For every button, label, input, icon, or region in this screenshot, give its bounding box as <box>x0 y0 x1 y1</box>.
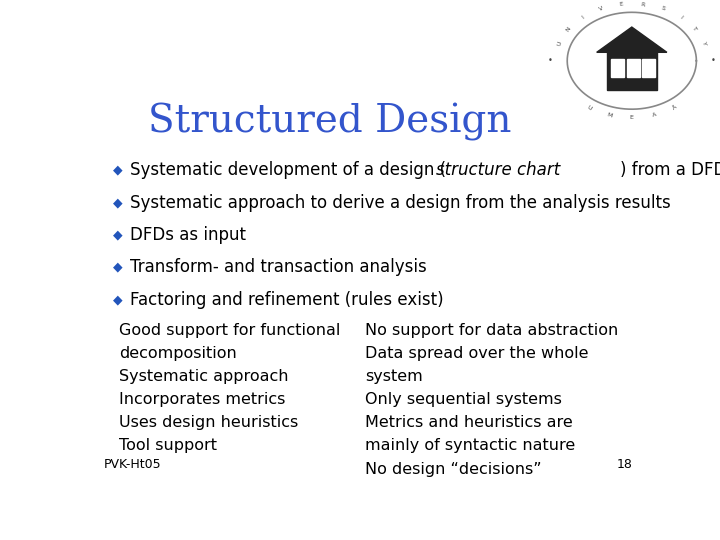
Text: structure chart: structure chart <box>436 161 560 179</box>
Text: 18: 18 <box>616 458 632 471</box>
Text: N: N <box>565 26 572 32</box>
Text: No support for data abstraction: No support for data abstraction <box>365 323 618 338</box>
Text: ◆: ◆ <box>113 196 123 209</box>
Text: Systematic approach: Systematic approach <box>120 369 289 384</box>
Text: •: • <box>711 56 716 65</box>
Polygon shape <box>597 27 667 52</box>
Text: Tool support: Tool support <box>120 438 217 454</box>
Text: mainly of syntactic nature: mainly of syntactic nature <box>365 438 575 454</box>
Text: Metrics and heuristics are: Metrics and heuristics are <box>365 415 573 430</box>
Text: •: • <box>548 56 553 65</box>
Text: E: E <box>630 115 634 120</box>
Text: DFDs as input: DFDs as input <box>130 226 246 244</box>
Text: V: V <box>598 6 604 12</box>
Text: Uses design heuristics: Uses design heuristics <box>120 415 299 430</box>
Text: ) from a DFD: ) from a DFD <box>621 161 720 179</box>
Text: Y: Y <box>701 40 707 46</box>
Text: E: E <box>619 2 624 7</box>
Text: Data spread over the whole: Data spread over the whole <box>365 346 589 361</box>
Text: Structured Design: Structured Design <box>148 103 512 141</box>
Text: Systematic development of a design (: Systematic development of a design ( <box>130 161 446 179</box>
Text: A: A <box>652 112 657 118</box>
Text: Transform- and transaction analysis: Transform- and transaction analysis <box>130 258 427 276</box>
Text: Incorporates metrics: Incorporates metrics <box>120 392 286 407</box>
Text: Systematic approach to derive a design from the analysis results: Systematic approach to derive a design f… <box>130 194 671 212</box>
Text: Factoring and refinement (rules exist): Factoring and refinement (rules exist) <box>130 291 444 309</box>
Text: T: T <box>692 26 698 32</box>
Polygon shape <box>642 59 655 77</box>
Text: No design “decisions”: No design “decisions” <box>365 462 541 477</box>
Text: ◆: ◆ <box>113 228 123 241</box>
Text: U: U <box>586 104 593 111</box>
Text: Å: Å <box>672 104 678 111</box>
Polygon shape <box>627 59 639 77</box>
Text: R: R <box>640 2 645 7</box>
Text: decomposition: decomposition <box>120 346 237 361</box>
Text: ◆: ◆ <box>113 261 123 274</box>
Text: Good support for functional: Good support for functional <box>120 323 341 338</box>
Text: ◆: ◆ <box>113 164 123 177</box>
Text: U: U <box>557 40 563 46</box>
Text: PVK-Ht05: PVK-Ht05 <box>104 458 161 471</box>
Text: Only sequential systems: Only sequential systems <box>365 392 562 407</box>
Polygon shape <box>611 59 624 77</box>
Text: ◆: ◆ <box>113 293 123 306</box>
Text: system: system <box>365 369 423 384</box>
Text: M: M <box>606 112 613 118</box>
Text: S: S <box>660 6 665 12</box>
Text: I: I <box>678 15 683 20</box>
Polygon shape <box>606 52 657 90</box>
Text: I: I <box>580 15 585 20</box>
